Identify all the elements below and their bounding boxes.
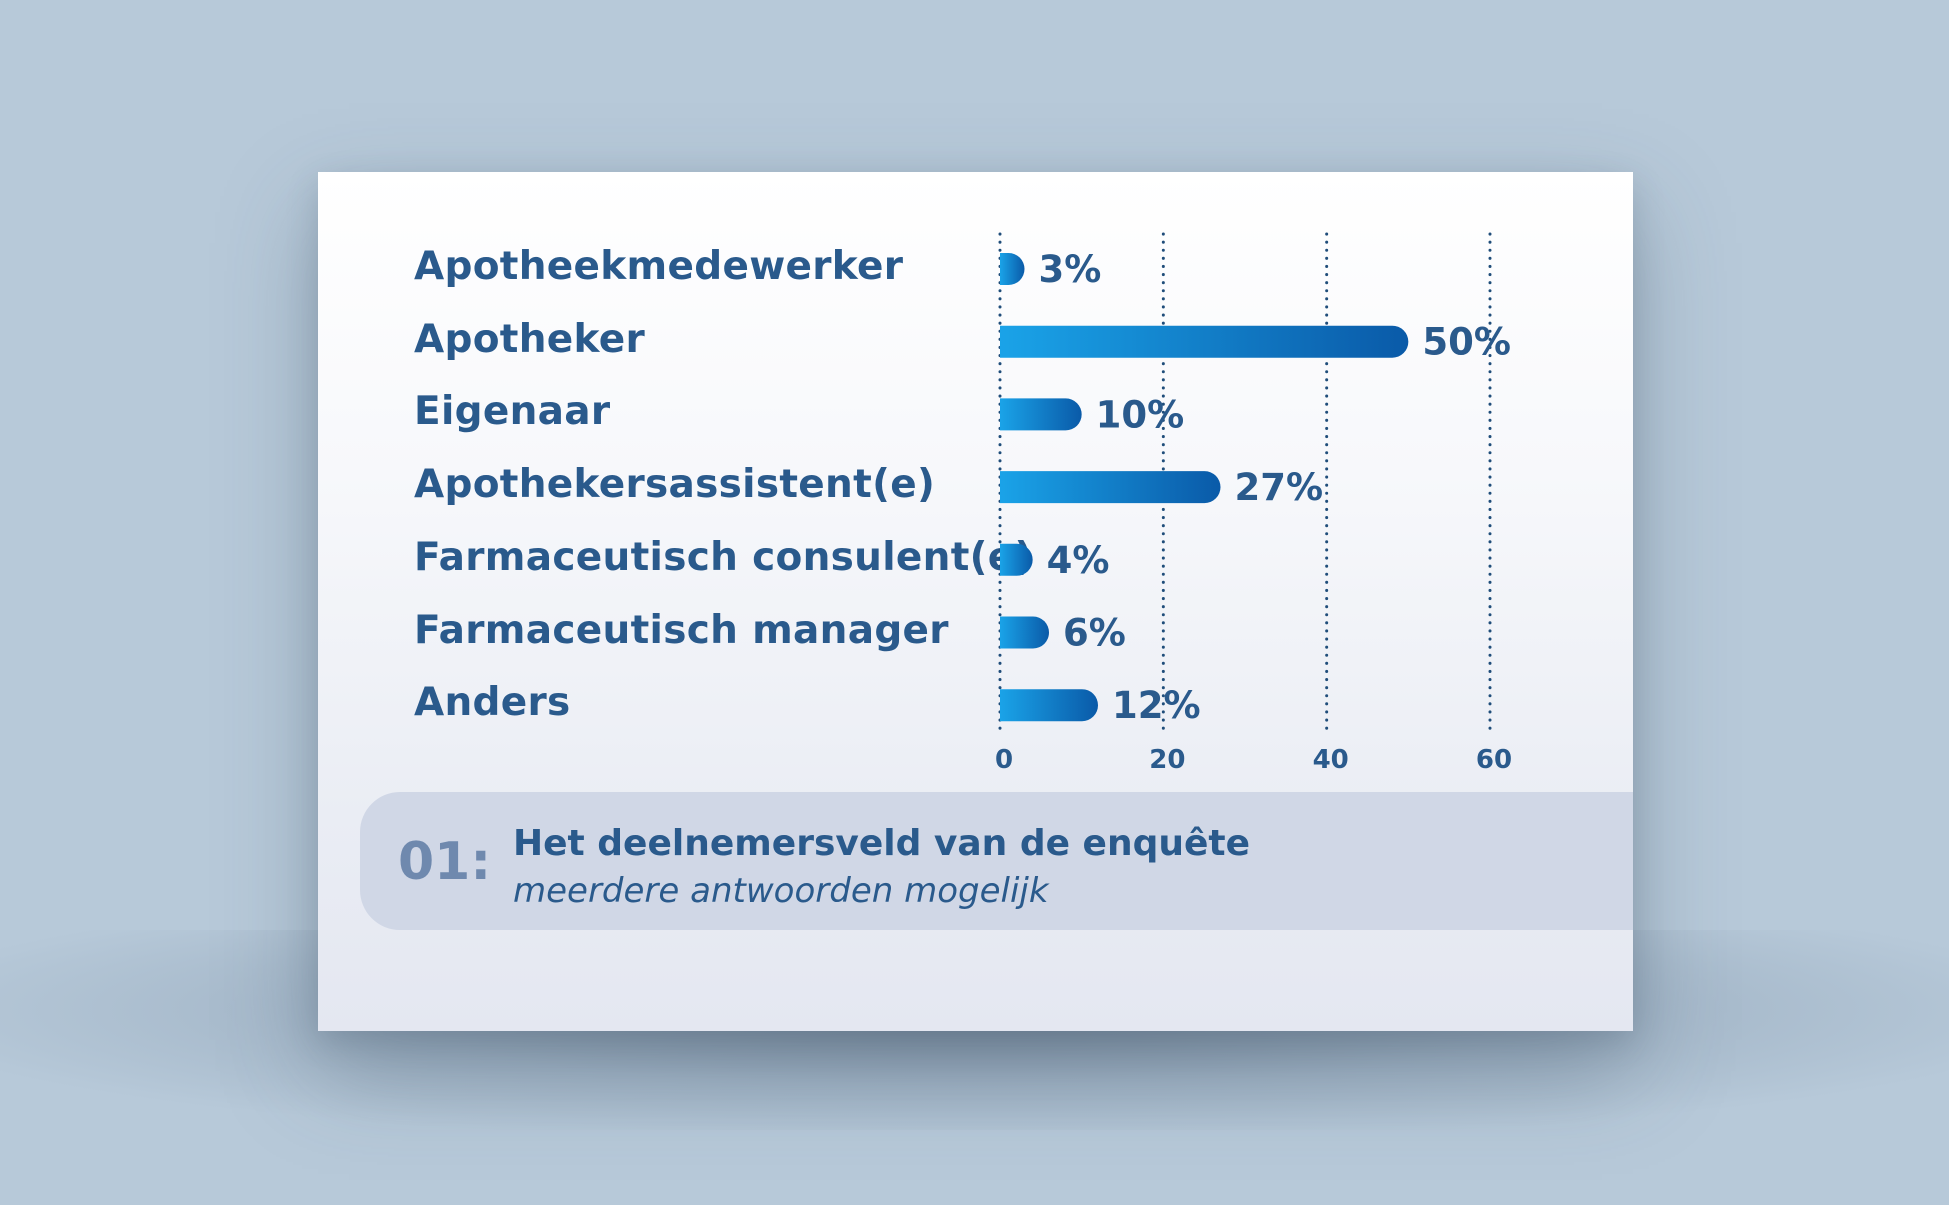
bar (1000, 325, 1409, 358)
bar (1000, 543, 1033, 576)
category-label: Apotheker (414, 316, 646, 362)
bar (1000, 253, 1025, 285)
value-label: 27% (1235, 466, 1324, 509)
bars (1000, 253, 1409, 722)
value-label: 6% (1063, 612, 1126, 655)
caption-title: Het deelnemersveld van de enquête (513, 823, 1251, 864)
bar (1000, 616, 1049, 649)
bar-chart: 3% 50% 10% 27% 4% 6% 12% 0 20 40 60 (995, 232, 1512, 775)
caption-subtitle: meerdere antwoorden mogelijk (513, 871, 1049, 911)
value-label: 10% (1096, 393, 1185, 436)
bar (1000, 471, 1221, 504)
category-label: Farmaceutisch consulent(e) (414, 534, 1033, 580)
category-label: Apotheekmedewerker (414, 244, 904, 289)
value-labels: 3% 50% 10% 27% 4% 6% 12% (1039, 248, 1511, 727)
category-label: Eigenaar (414, 389, 611, 435)
bar (1000, 398, 1082, 431)
category-label: Anders (414, 680, 571, 726)
bar (1000, 689, 1098, 722)
category-label: Farmaceutisch manager (414, 607, 949, 653)
axis-ticks: 0 20 40 60 (995, 745, 1512, 775)
category-label: Apothekersassistent(e) (414, 462, 936, 508)
value-label: 4% (1047, 539, 1110, 582)
caption-box: 01: Het deelnemersveld van de enquête me… (360, 792, 1633, 930)
value-label: 50% (1422, 321, 1511, 364)
x-tick-label: 20 (1149, 745, 1185, 775)
value-label: 3% (1039, 248, 1102, 291)
x-tick-label: 40 (1313, 745, 1349, 775)
value-label: 12% (1112, 684, 1201, 727)
chart-card: Apotheekmedewerker Apotheker Eigenaar Apoth… (318, 172, 1633, 1031)
x-tick-label: 0 (995, 745, 1013, 775)
caption-number: 01: (398, 832, 492, 892)
x-tick-label: 60 (1476, 745, 1512, 775)
